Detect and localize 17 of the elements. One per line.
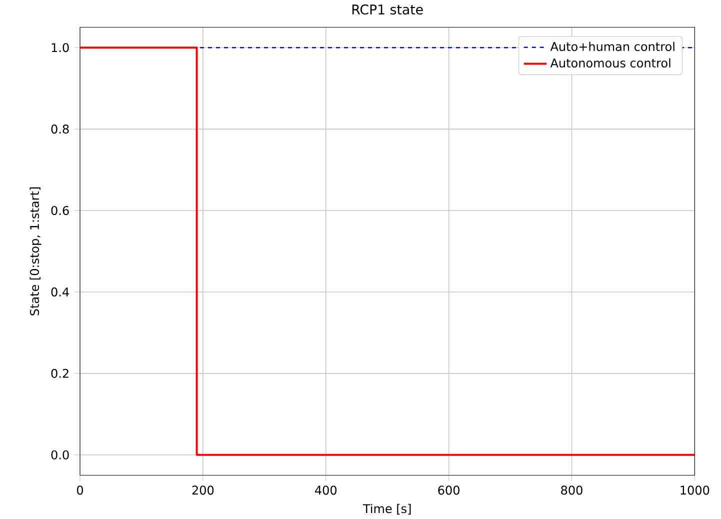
x-tick-label: 1000 — [680, 486, 710, 495]
legend-label: Auto+human control — [550, 42, 674, 52]
y-tick-label: 0.0 — [51, 450, 69, 460]
y-tick-label: 0.8 — [51, 124, 69, 134]
chart-title: RCP1 state — [352, 4, 423, 15]
y-axis-title: State [0:stop, 1:start] — [30, 187, 42, 316]
x-tick-label: 200 — [192, 486, 214, 495]
x-tick-label: 800 — [561, 486, 582, 495]
x-tick-label: 400 — [315, 486, 337, 495]
legend-label: Autonomous control — [550, 58, 670, 68]
y-tick-label: 0.4 — [51, 287, 69, 297]
y-tick-label: 0.6 — [51, 206, 69, 216]
y-tick-label: 1.0 — [52, 43, 69, 52]
x-tick-label: 0 — [76, 486, 84, 495]
x-axis-title: Time [s] — [362, 504, 411, 515]
y-tick-label: 0.2 — [51, 368, 68, 378]
x-tick-label: 600 — [438, 486, 460, 495]
